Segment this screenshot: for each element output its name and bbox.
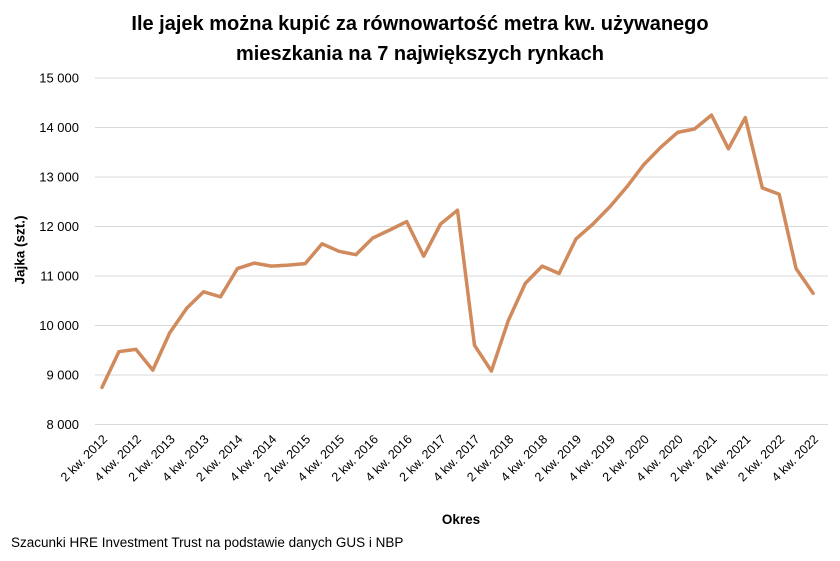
x-axis-title: Okres [441,512,481,527]
egg-count-line [100,113,815,390]
y-tick-label: 12 000 [39,219,79,234]
y-tick-label: 9 000 [46,368,79,383]
y-tick-label: 13 000 [39,170,79,185]
y-tick-label: 8 000 [46,417,79,432]
y-tick-label: 10 000 [39,318,79,333]
y-tick-label: 14 000 [39,120,79,135]
y-tick-label: 15 000 [39,71,79,86]
chart-title-line1: Ile jajek można kupić za równowartość me… [131,13,709,35]
source-note: Szacunki HRE Investment Trust na podstaw… [11,535,404,550]
chart-title: Ile jajek można kupić za równowartość me… [0,9,840,69]
chart-title-line2: mieszkania na 7 największych rynkach [236,43,604,65]
y-tick-label: 11 000 [40,269,79,284]
